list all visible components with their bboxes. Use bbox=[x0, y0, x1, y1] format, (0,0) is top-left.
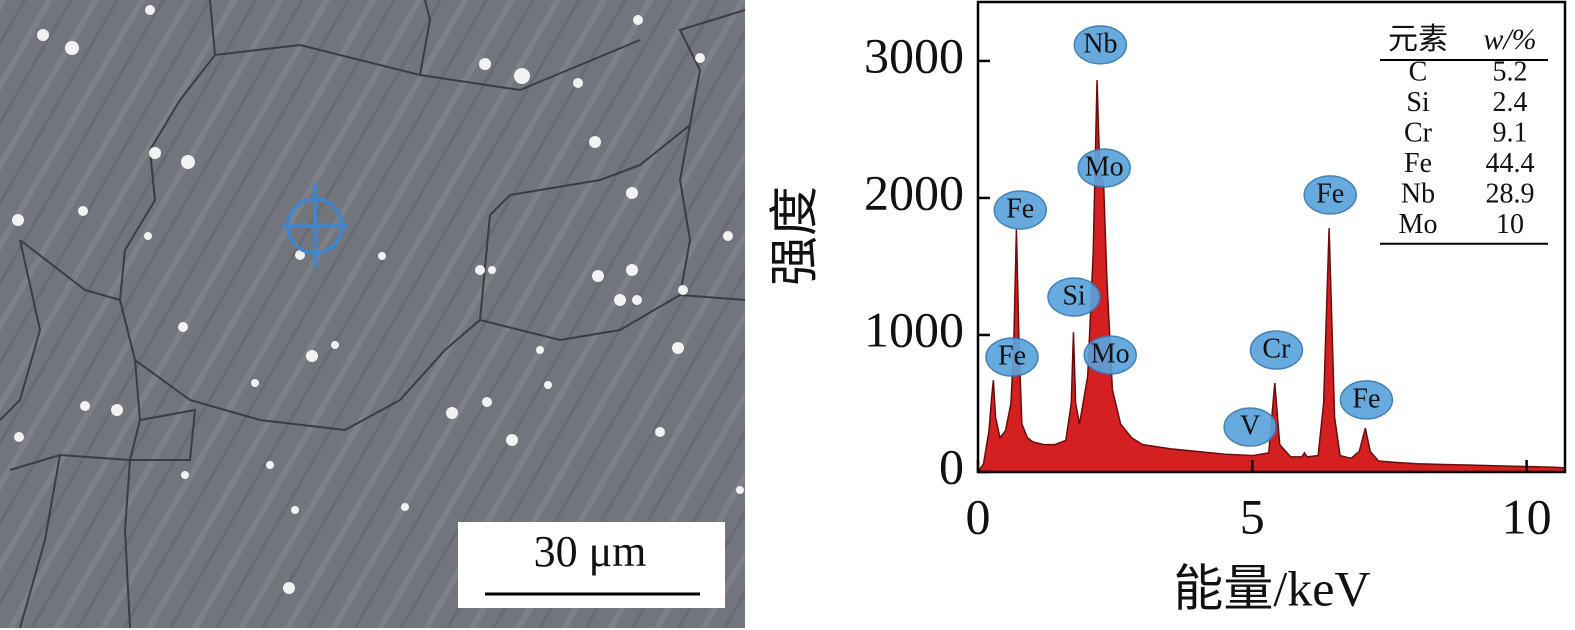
table-header: 元素 bbox=[1388, 23, 1448, 56]
peak-label: Si bbox=[1062, 280, 1086, 311]
x-tick-label: 5 bbox=[1240, 488, 1265, 544]
table-cell: Mo bbox=[1399, 209, 1438, 240]
crosshair bbox=[282, 183, 348, 268]
peak-marker bbox=[1249, 330, 1304, 370]
table-cell: 10 bbox=[1496, 209, 1524, 240]
plot-frame bbox=[976, 0, 1567, 474]
x-tick-label: 10 bbox=[1502, 488, 1552, 544]
y-tick-label: 1000 bbox=[864, 301, 964, 357]
peak-marker bbox=[1339, 380, 1394, 420]
peak-label: Fe bbox=[1352, 383, 1380, 414]
peak-marker bbox=[985, 337, 1039, 377]
grain-boundaries bbox=[0, 0, 746, 629]
sem-image: 30 μm bbox=[0, 0, 746, 629]
peak-label: Fe bbox=[1316, 178, 1344, 209]
peak-marker bbox=[1083, 335, 1137, 375]
peak-label: Mo bbox=[1091, 338, 1130, 369]
table-cell: Cr bbox=[1404, 117, 1433, 148]
table-cell: Si bbox=[1406, 87, 1430, 118]
table-cell: Fe bbox=[1404, 148, 1432, 179]
peak-marker bbox=[1073, 25, 1128, 65]
peak-marker bbox=[1223, 407, 1277, 447]
peak-label: V bbox=[1240, 410, 1260, 441]
table-cell: 2.4 bbox=[1493, 87, 1528, 118]
peak-label: Fe bbox=[1006, 193, 1034, 224]
x-axis-label: 能量/keV bbox=[1173, 560, 1370, 616]
y-tick-label: 0 bbox=[939, 438, 964, 494]
spectrum-area bbox=[976, 80, 1566, 473]
table-cell: 9.1 bbox=[1493, 117, 1528, 148]
y-axis-label: 强度 bbox=[766, 186, 822, 286]
peak-marker bbox=[1047, 277, 1101, 317]
table-cell: 44.4 bbox=[1486, 148, 1535, 179]
peak-label: Cr bbox=[1262, 333, 1291, 364]
table-cell: Nb bbox=[1401, 178, 1435, 209]
particles bbox=[12, 5, 744, 594]
table-header: w/% bbox=[1483, 23, 1536, 56]
scale-bar-label: 30 μm bbox=[534, 527, 647, 576]
table-cell: 28.9 bbox=[1486, 178, 1535, 209]
peak-label: Mo bbox=[1085, 151, 1124, 182]
peak-marker bbox=[1077, 148, 1131, 188]
peak-marker bbox=[993, 190, 1047, 230]
y-tick-label: 2000 bbox=[864, 164, 964, 220]
peak-marker bbox=[1303, 175, 1357, 215]
x-tick-label: 0 bbox=[966, 488, 991, 544]
peak-label: Fe bbox=[998, 340, 1026, 371]
table-cell: 5.2 bbox=[1493, 56, 1528, 87]
peak-label: Nb bbox=[1083, 28, 1117, 59]
table-cell: C bbox=[1409, 56, 1428, 87]
y-tick-label: 3000 bbox=[864, 27, 964, 83]
